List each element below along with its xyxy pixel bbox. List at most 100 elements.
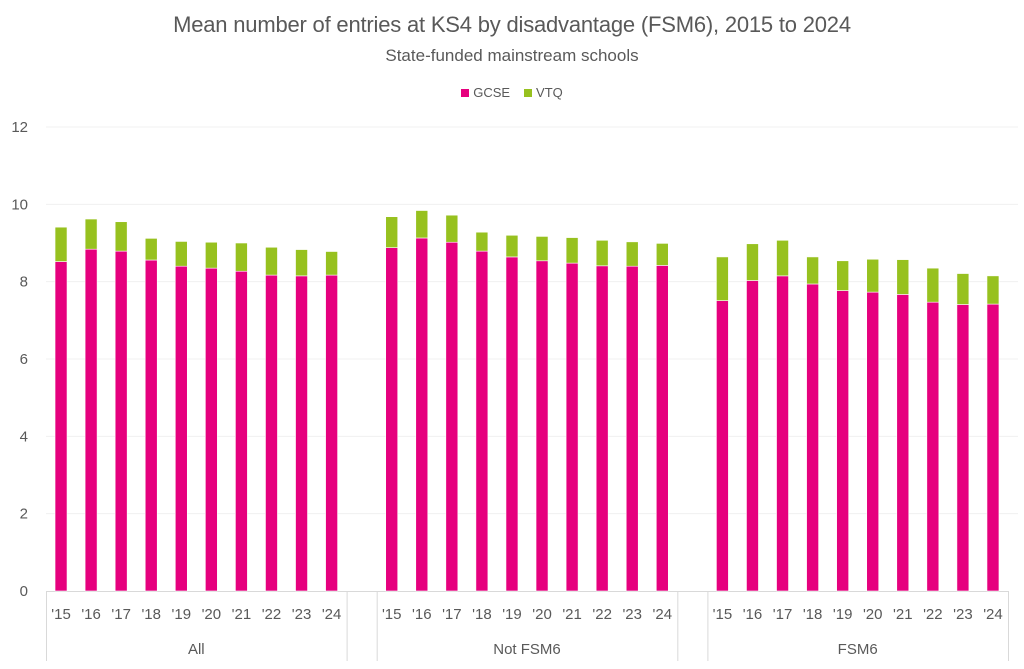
x-tick-label: '20 [863, 606, 883, 623]
x-tick-label: '24 [653, 606, 673, 623]
bar-vtq [716, 256, 729, 301]
legend-label-vtq: VTQ [536, 85, 563, 100]
x-tick-label: '23 [622, 606, 642, 623]
y-tick-label: 10 [11, 196, 28, 213]
bar-gcse [475, 250, 489, 592]
bar-gcse [866, 291, 880, 592]
bar-gcse [836, 290, 849, 592]
x-tick-label: '15 [51, 606, 71, 623]
x-tick-label: '19 [833, 606, 853, 623]
legend-item-gcse[interactable]: GCSE [461, 85, 510, 100]
bar-vtq [54, 226, 68, 262]
bar-gcse [716, 300, 729, 592]
x-tick-label: '18 [803, 606, 823, 623]
bar-gcse [625, 265, 639, 592]
bar-gcse [325, 274, 338, 592]
group-label: Not FSM6 [493, 641, 561, 658]
x-tick-label: '22 [592, 606, 612, 623]
bar-gcse [385, 247, 399, 592]
bar-gcse [54, 261, 68, 592]
chart-title: Mean number of entries at KS4 by disadva… [173, 12, 851, 37]
legend-swatch-gcse [461, 88, 470, 97]
bar-vtq [896, 259, 910, 295]
x-tick-label: '16 [81, 606, 101, 623]
bar-gcse [265, 274, 278, 592]
bar-gcse [926, 301, 940, 592]
bar-vtq [625, 241, 639, 267]
x-tick-label: '20 [202, 606, 222, 623]
bar-gcse [205, 267, 218, 592]
bar-gcse [505, 256, 519, 592]
bar-vtq [174, 241, 188, 267]
x-tick-label: '15 [713, 606, 733, 623]
x-tick-label: '22 [262, 606, 282, 623]
bar-gcse [415, 237, 429, 592]
bar-vtq [235, 242, 248, 272]
bar-gcse [144, 259, 158, 592]
x-tick-label: '24 [983, 606, 1003, 623]
x-tick-label: '17 [773, 606, 793, 623]
bar-vtq [205, 241, 218, 269]
bar-vtq [806, 256, 819, 285]
bar-vtq [475, 231, 489, 252]
bar-gcse [535, 260, 549, 592]
bar-vtq [445, 214, 459, 243]
x-tick-label: '21 [232, 606, 252, 623]
bar-vtq [655, 243, 669, 266]
legend: GCSE VTQ [0, 85, 1024, 100]
y-tick-label: 8 [20, 274, 28, 291]
bar-gcse [114, 250, 128, 592]
bar-vtq [746, 243, 759, 281]
y-tick-label: 12 [11, 119, 28, 136]
bar-vtq [144, 238, 158, 261]
x-tick-label: '19 [502, 606, 522, 623]
x-tick-label: '20 [532, 606, 552, 623]
bar-vtq [565, 237, 579, 264]
bar-vtq [114, 221, 128, 252]
bar-vtq [505, 234, 519, 258]
bar-gcse [235, 270, 248, 592]
y-tick-label: 0 [20, 583, 28, 600]
bar-vtq [836, 260, 849, 291]
x-tick-label: '21 [562, 606, 582, 623]
x-tick-label: '18 [472, 606, 492, 623]
bar-vtq [325, 251, 338, 276]
bar-vtq [956, 273, 970, 305]
legend-swatch-vtq [524, 88, 533, 97]
bar-gcse [445, 241, 459, 592]
x-tick-label: '16 [412, 606, 432, 623]
bar-vtq [776, 239, 789, 277]
x-tick-label: '21 [893, 606, 913, 623]
bar-gcse [84, 248, 98, 592]
bar-gcse [746, 280, 759, 592]
x-tick-label: '16 [743, 606, 763, 623]
x-tick-label: '23 [953, 606, 973, 623]
bar-gcse [896, 294, 910, 592]
bar-vtq [415, 210, 429, 239]
bar-vtq [986, 275, 1000, 305]
x-tick-label: '23 [292, 606, 312, 623]
x-tick-label: '17 [111, 606, 131, 623]
x-tick-label: '22 [923, 606, 943, 623]
bar-vtq [866, 258, 880, 293]
bar-gcse [595, 265, 609, 592]
bar-vtq [535, 236, 549, 262]
legend-item-vtq[interactable]: VTQ [524, 85, 563, 100]
bar-vtq [84, 218, 98, 250]
bar-gcse [655, 265, 669, 592]
x-tick-label: '17 [442, 606, 462, 623]
bar-gcse [174, 265, 188, 592]
group-label: FSM6 [838, 641, 878, 658]
bar-gcse [565, 262, 579, 592]
x-tick-label: '15 [382, 606, 402, 623]
bar-gcse [986, 303, 1000, 592]
legend-label-gcse: GCSE [473, 85, 511, 100]
x-tick-label: '18 [141, 606, 161, 623]
bar-vtq [926, 267, 940, 303]
y-tick-label: 6 [20, 351, 28, 368]
chart-subtitle: State-funded mainstream schools [385, 46, 639, 65]
bar-gcse [295, 275, 308, 592]
x-tick-label: '24 [322, 606, 342, 623]
y-tick-label: 2 [20, 506, 28, 523]
